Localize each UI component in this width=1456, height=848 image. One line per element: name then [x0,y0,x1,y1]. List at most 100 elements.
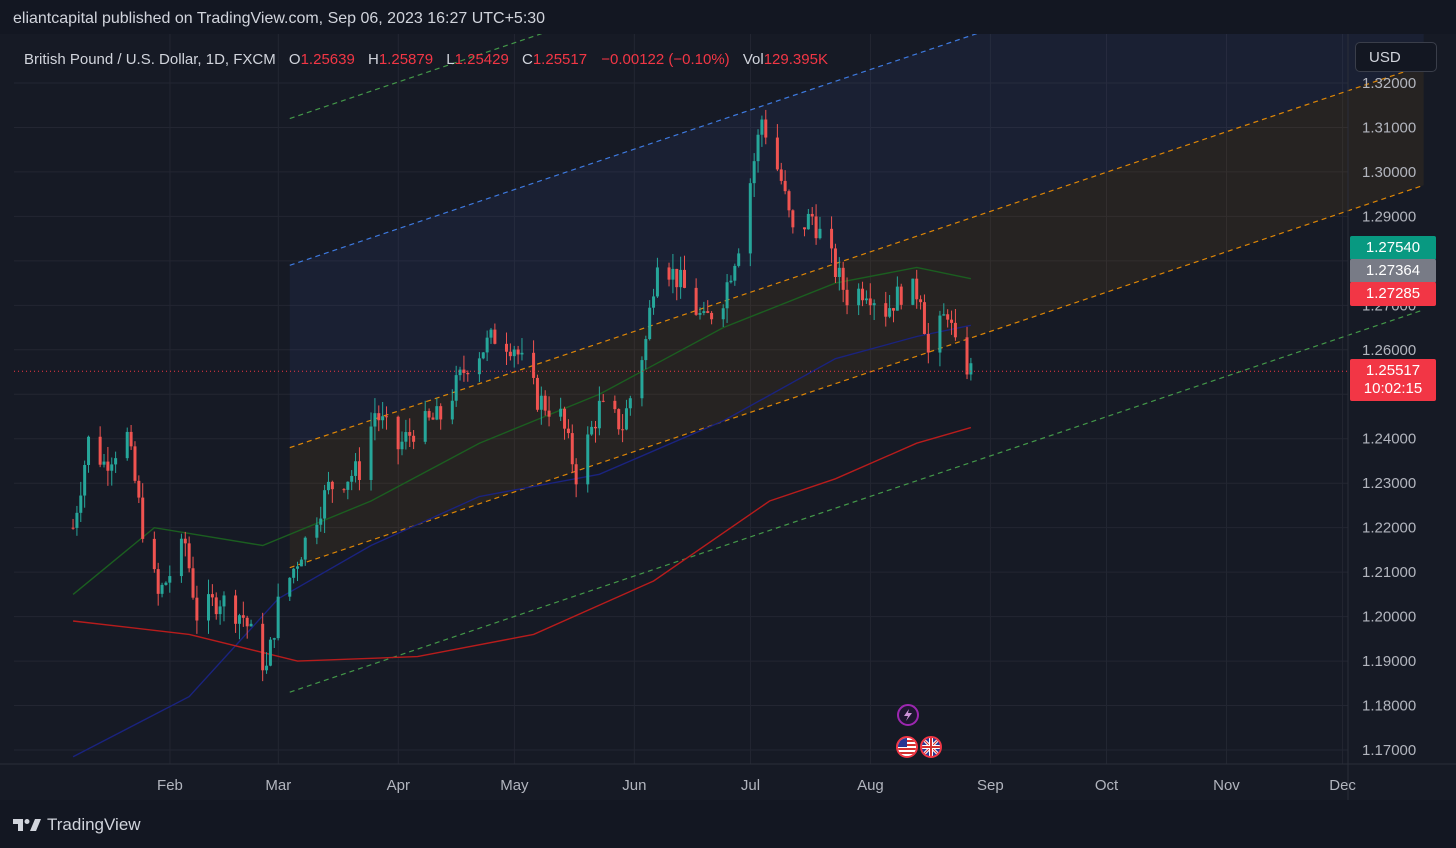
candle-body [489,329,493,338]
candle-body [323,490,327,519]
candle-body [187,543,191,569]
candle-body [926,333,930,353]
candle-body [396,416,400,450]
x-tick-label: Apr [387,777,410,794]
candle-body [195,597,199,621]
candle-body [75,512,79,528]
y-tick-label: 1.24000 [1362,431,1416,448]
candle-body [938,315,942,353]
candle-body [624,408,628,430]
y-tick-label: 1.22000 [1362,520,1416,537]
candle-body [83,465,87,496]
candle-body [671,268,675,280]
price-chart[interactable]: 1.320001.310001.300001.290001.280001.270… [0,34,1456,800]
candle-body [594,426,597,429]
candle-body [837,267,841,277]
candle-body [946,314,950,320]
currency-button[interactable]: USD [1355,42,1437,72]
candle-body [841,267,845,290]
candle-body [160,584,164,594]
channel-line [289,184,1424,569]
candle-body [872,303,876,306]
candle-body [725,282,729,309]
candle-body [861,288,865,301]
candle-body [652,296,656,308]
candle-body [191,568,195,598]
channel-line [289,34,978,266]
candle-body [779,169,783,181]
candle-body [350,475,354,482]
candle-body [563,408,567,429]
candle-body [164,582,168,585]
candle-body [179,538,183,577]
candle-body [601,400,605,402]
candle-body [539,395,543,410]
candle-body [775,137,779,170]
candle-body [408,432,412,436]
uk-flag-icon[interactable] [920,736,942,758]
candle-body [884,303,888,317]
change-value: −0.00122 (−0.10%) [601,51,730,68]
candle-body [857,288,861,306]
candle-body [756,134,760,162]
candle-body [276,596,280,639]
candle-body [458,369,462,376]
candle-body [702,311,706,313]
candle-body [435,406,439,420]
channel-upper-fill [289,34,1424,448]
y-tick-label: 1.32000 [1362,75,1416,92]
candle-body [268,639,272,666]
y-tick-label: 1.31000 [1362,119,1416,136]
publish-info: eliantcapital published on TradingView.c… [13,10,546,27]
candle-body [87,436,91,466]
candle-body [683,269,687,288]
us-flag-icon[interactable] [896,736,918,758]
candle-body [737,253,741,266]
lightning-icon[interactable] [897,704,919,726]
candle-body [222,595,226,607]
candle-body [915,278,919,300]
candle-body [427,411,431,418]
candle-body [303,537,307,560]
candle-body [760,119,764,135]
candle-body [640,360,644,399]
candle-body [326,481,330,491]
volume-label: Vol [742,51,764,68]
candle-body [733,265,737,281]
candle-body [814,216,818,239]
candle-body [791,210,795,228]
tradingview-brand[interactable]: TradingView [13,815,141,835]
candle-body [245,617,249,627]
candle-body [891,308,895,311]
high-label: H [368,51,379,68]
channel-line [289,64,1424,449]
candle-body [950,319,954,323]
candle-body [152,538,156,570]
chart-area[interactable]: 1.320001.310001.300001.290001.280001.270… [0,34,1456,800]
candle-body [79,495,83,513]
candle-body [748,183,752,254]
candle-body [764,119,768,138]
candle-body [346,481,350,490]
candle-body [710,312,714,320]
candle-body [102,461,106,465]
candle-body [590,426,594,435]
candle-body [462,369,466,373]
price-tag-red: 1.27285 [1350,282,1436,306]
footer-bar: TradingView [0,800,1456,848]
candle-body [721,308,725,320]
x-tick-label: Feb [157,777,183,794]
close-label: C [522,51,533,68]
close-value: 1.25517 [532,51,588,68]
candle-body [694,287,698,315]
candle-body [613,400,617,410]
symbol-title: British Pound / U.S. Dollar, 1D, FXCM [24,51,276,68]
brand-name: TradingView [47,815,141,834]
candle-body [249,623,253,627]
candle-body [106,461,110,471]
candle-body [864,298,868,301]
candle-body [110,464,114,471]
y-tick-label: 1.21000 [1362,564,1416,581]
candle-body [296,566,300,569]
candle-body [156,569,160,594]
